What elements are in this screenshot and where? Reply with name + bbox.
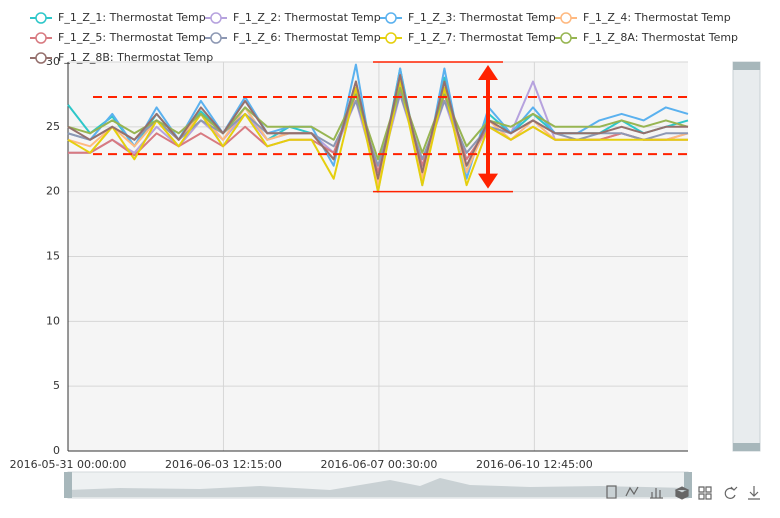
legend-label: F_1_Z_3: Thermostat Temp: [408, 11, 556, 24]
legend-item[interactable]: F_1_Z_5: Thermostat Temp: [30, 31, 206, 44]
line-icon[interactable]: [625, 486, 639, 497]
slider-handle[interactable]: [64, 472, 72, 498]
slider-handle[interactable]: [733, 443, 760, 451]
legend-icon: [210, 32, 222, 44]
y-tick-label: 20: [46, 185, 60, 198]
y-tick-label: 10: [46, 314, 60, 327]
legend-label: F_1_Z_8B: Thermostat Temp: [58, 51, 213, 64]
legend-label: F_1_Z_5: Thermostat Temp: [58, 31, 206, 44]
series-line: [67, 93, 688, 167]
legend-item[interactable]: F_1_Z_6: Thermostat Temp: [205, 31, 381, 44]
legend-item[interactable]: F_1_Z_1: Thermostat Temp: [30, 11, 206, 24]
stack-icon[interactable]: [674, 486, 690, 500]
legend-label: F_1_Z_4: Thermostat Temp: [583, 11, 731, 24]
legend-icon: [35, 32, 47, 44]
legend-item[interactable]: F_1_Z_4: Thermostat Temp: [555, 11, 731, 24]
legend-icon: [385, 32, 397, 44]
legend-icon: [35, 52, 47, 64]
legend-icon: [210, 12, 222, 24]
legend-icon: [560, 12, 572, 24]
y-tick-label: 25: [46, 120, 60, 133]
x-tick-label: 2016-06-07 00:30:00: [321, 458, 438, 471]
tiled-icon[interactable]: [698, 486, 712, 500]
legend-item[interactable]: F_1_Z_2: Thermostat Temp: [205, 11, 381, 24]
slider-handle[interactable]: [733, 62, 760, 70]
legend-label: F_1_Z_2: Thermostat Temp: [233, 11, 381, 24]
slider-handle[interactable]: [684, 472, 692, 498]
x-tick-label: 2016-06-10 12:45:00: [476, 458, 593, 471]
data-view-icon[interactable]: [606, 485, 617, 499]
restore-icon[interactable]: [724, 486, 738, 499]
x-tick-label: 2016-06-03 12:15:00: [165, 458, 282, 471]
toolbox: [606, 485, 760, 500]
arrow-head: [478, 173, 498, 189]
y-tick-label: 5: [53, 379, 60, 392]
x-tick-label: 2016-05-31 00:00:00: [10, 458, 127, 471]
arrow-head: [478, 65, 498, 80]
save-icon[interactable]: [748, 486, 760, 500]
legend-label: F_1_Z_6: Thermostat Temp: [233, 31, 381, 44]
vertical-zoom-slider[interactable]: [732, 61, 761, 452]
y-tick-label: 15: [46, 250, 60, 263]
series-line: [67, 74, 688, 180]
legend-label: F_1_Z_8A: Thermostat Temp: [583, 31, 738, 44]
legend-item[interactable]: F_1_Z_7: Thermostat Temp: [380, 31, 556, 44]
slider-preview: [68, 478, 688, 497]
series-line: [67, 86, 689, 161]
bar-icon[interactable]: [650, 488, 663, 499]
legend-label: F_1_Z_1: Thermostat Temp: [58, 11, 206, 24]
legend-label: F_1_Z_7: Thermostat Temp: [408, 31, 556, 44]
legend-icon: [560, 32, 572, 44]
y-tick-label: 0: [53, 444, 60, 457]
legend-item[interactable]: F_1_Z_8A: Thermostat Temp: [555, 31, 738, 44]
legend-icon: [385, 12, 397, 24]
legend-item[interactable]: F_1_Z_3: Thermostat Temp: [380, 11, 556, 24]
legend-item[interactable]: F_1_Z_8B: Thermostat Temp: [30, 51, 213, 64]
legend-icon: [35, 12, 47, 24]
